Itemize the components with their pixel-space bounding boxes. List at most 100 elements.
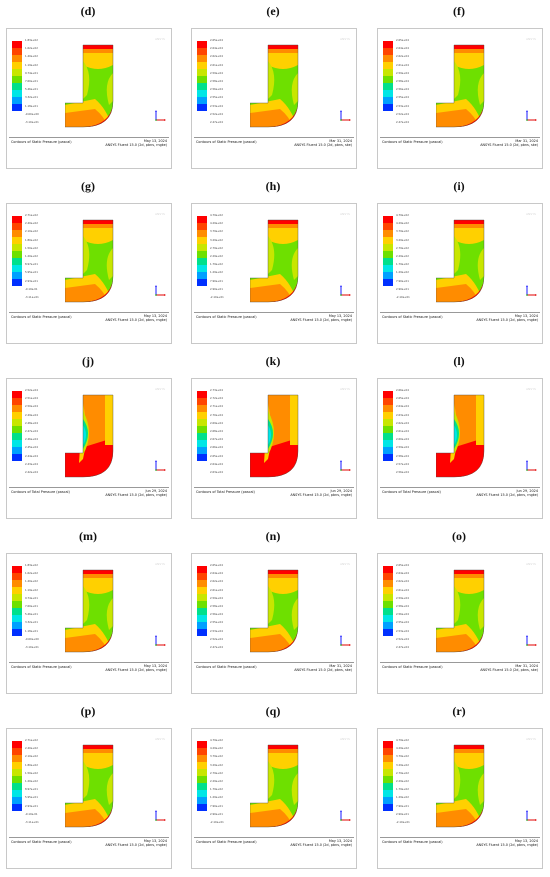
caption-bar: Contours of Static Pressure (pascal) May… bbox=[380, 312, 540, 325]
colorbar-tick-label: 2.59e+04 bbox=[396, 596, 409, 600]
caption-bar: Contours of Static Pressure (pascal) May… bbox=[380, 837, 540, 850]
colorbar-tick-label: 2.56e+04 bbox=[396, 613, 409, 617]
colorbar-swatch bbox=[383, 741, 393, 748]
colorbar-swatch bbox=[12, 265, 22, 272]
colorbar-tick-label: 2.55e+04 bbox=[396, 96, 409, 100]
caption-bar: Contours of Static Pressure (pascal) Mar… bbox=[380, 662, 540, 675]
colorbar-swatch bbox=[383, 608, 393, 615]
watermark-logo: ANSYS bbox=[155, 212, 165, 216]
colorbar-tick-label: 2.29e+02 bbox=[396, 255, 409, 258]
colorbar-swatch bbox=[12, 433, 22, 440]
watermark-logo: ANSYS bbox=[526, 37, 536, 41]
caption-title: Contours of Static Pressure (pascal) bbox=[196, 840, 257, 844]
colorbar-swatch bbox=[12, 76, 22, 83]
colorbar-tick-label: 2.52e+04 bbox=[210, 637, 223, 641]
colorbar-swatch bbox=[197, 622, 207, 629]
watermark-logo: ANSYS bbox=[526, 737, 536, 741]
colorbar-tick-label: 2.79e+02 bbox=[396, 246, 409, 250]
colorbar-tick-label: 2.56e+04 bbox=[396, 88, 409, 92]
colorbar-tick-label: 4.79e+02 bbox=[210, 739, 223, 742]
colorbar-tick-label: 2.56e+04 bbox=[210, 88, 223, 92]
colorbar-swatch bbox=[12, 41, 22, 48]
colorbar-tick-label: -2.10e+01 bbox=[210, 821, 224, 824]
caption-date: May 13, 2024 bbox=[143, 664, 167, 668]
colorbar-tick-label: 9.74e+01 bbox=[25, 71, 38, 75]
caption-title: Contours of Static Pressure (pascal) bbox=[196, 665, 257, 669]
colorbar-tick-label: 1.79e+02 bbox=[396, 263, 409, 267]
colorbar-tick-label: 2.59e+04 bbox=[396, 71, 409, 75]
colorbar-swatch bbox=[383, 76, 393, 83]
colorbar-tick-label: 2.64e+04 bbox=[210, 462, 223, 466]
colorbar-tick-label: -9.60e+00 bbox=[25, 112, 39, 116]
caption-software: ANSYS Fluent 15.0 (2d, pbns, ske) bbox=[294, 143, 352, 148]
colorbar-tick-label: 4.79e+02 bbox=[210, 214, 223, 217]
fluent-window: 2.65e+04 2.64e+04 2.62e+04 2.61e+04 2.59e+04… bbox=[191, 553, 357, 694]
colorbar-ticks: 4.79e+02 4.29e+02 3.79e+02 3.29e+02 2.79e+02… bbox=[210, 214, 240, 306]
colorbar-tick-label: 2.52e+04 bbox=[396, 637, 409, 641]
colorbar-swatch bbox=[12, 804, 22, 811]
contour-panel-h: (h) 4.79e+02 4.29e+02 3.79e+02 3.29e+02 2.79… bbox=[187, 179, 359, 344]
colorbar-ticks: 2.73e+04 2.72e+04 2.71e+04 2.70e+04 2.69e+04… bbox=[210, 389, 240, 481]
colorbar-tick-label: 2.10e+02 bbox=[25, 755, 38, 759]
colorbar-ticks: 4.79e+02 4.29e+02 3.79e+02 3.29e+02 2.79e+02… bbox=[210, 739, 240, 831]
caption-software: ANSYS Fluent 15.0 (2d, pbns, rngke) bbox=[476, 493, 538, 498]
axis-triad-icon bbox=[155, 110, 166, 121]
colorbar-swatch bbox=[383, 454, 393, 461]
fluent-window: 4.79e+02 4.29e+02 3.79e+02 3.29e+02 2.79e+02… bbox=[191, 203, 357, 344]
watermark-logo: ANSYS bbox=[526, 562, 536, 566]
colorbar bbox=[383, 391, 393, 475]
j-duct-contour bbox=[65, 44, 114, 128]
colorbar-swatch bbox=[12, 237, 22, 244]
colorbar-tick-label: 2.65e+04 bbox=[210, 454, 223, 458]
axis-triad-icon bbox=[340, 110, 351, 121]
colorbar-swatch bbox=[12, 83, 22, 90]
colorbar-swatch bbox=[197, 55, 207, 62]
colorbar-swatch bbox=[12, 104, 22, 111]
colorbar bbox=[383, 741, 393, 825]
colorbar-swatch bbox=[383, 615, 393, 622]
j-duct-contour bbox=[65, 569, 114, 653]
colorbar-tick-label: 2.59e+04 bbox=[210, 71, 223, 75]
colorbar-tick-label: -2.10e+01 bbox=[396, 821, 410, 824]
colorbar-swatch bbox=[197, 272, 207, 279]
fluent-window: 1.83e+02 1.62e+02 1.40e+02 1.19e+02 9.74e+01… bbox=[6, 553, 172, 694]
colorbar-tick-label: 2.55e+04 bbox=[396, 621, 409, 625]
caption-bar: Contours of Static Pressure (pascal) May… bbox=[9, 137, 169, 150]
colorbar-ticks: 1.83e+02 1.62e+02 1.40e+02 1.19e+02 9.74e+01… bbox=[25, 39, 55, 131]
axis-triad-icon bbox=[155, 460, 166, 471]
colorbar-tick-label: 2.53e+04 bbox=[210, 629, 223, 633]
caption-software: ANSYS Fluent 15.0 (2d, pbns, rngke) bbox=[105, 493, 167, 498]
colorbar-swatch bbox=[383, 244, 393, 251]
colorbar-tick-label: 2.90e+01 bbox=[210, 812, 223, 816]
colorbar-swatch bbox=[12, 608, 22, 615]
colorbar-tick-label: 2.67e+04 bbox=[210, 438, 223, 442]
colorbar-tick-label: 2.47e+04 bbox=[396, 121, 409, 124]
colorbar-tick-label: -9.19e-01 bbox=[25, 812, 38, 816]
colorbar-swatch bbox=[383, 622, 393, 629]
panel-label: (f) bbox=[453, 4, 465, 18]
colorbar-swatch bbox=[12, 412, 22, 419]
j-duct-contour bbox=[250, 44, 299, 128]
watermark-logo: ANSYS bbox=[155, 562, 165, 566]
colorbar-swatch bbox=[197, 48, 207, 55]
contour-panel-f: (f) 2.65e+04 2.64e+04 2.62e+04 2.61e+04 2.59… bbox=[373, 4, 545, 169]
colorbar-tick-label: 2.47e+04 bbox=[25, 430, 38, 433]
axis-triad-icon bbox=[155, 635, 166, 646]
colorbar-tick-label: 2.55e+04 bbox=[210, 621, 223, 625]
colorbar bbox=[12, 566, 22, 650]
colorbar-tick-label: 2.59e+04 bbox=[210, 596, 223, 600]
colorbar-tick-label: 2.65e+04 bbox=[396, 397, 409, 401]
watermark-logo: ANSYS bbox=[526, 387, 536, 391]
colorbar-swatch bbox=[383, 62, 393, 69]
contour-panel-r: (r) 4.79e+02 4.29e+02 3.79e+02 3.29e+02 2.79… bbox=[373, 704, 545, 869]
colorbar-swatch bbox=[197, 629, 207, 636]
colorbar-tick-label: 4.29e+02 bbox=[396, 747, 409, 751]
colorbar-tick-label: 1.83e+02 bbox=[25, 564, 38, 567]
colorbar-tick-label: 1.18e+01 bbox=[25, 104, 38, 108]
colorbar-tick-label: 9.74e+01 bbox=[25, 596, 38, 600]
colorbar-swatch bbox=[12, 566, 22, 573]
colorbar-swatch bbox=[383, 769, 393, 776]
contour-panel-k: (k) 2.73e+04 2.72e+04 2.71e+04 2.70e+04 2.69… bbox=[187, 354, 359, 519]
colorbar-swatch bbox=[197, 41, 207, 48]
colorbar-tick-label: 2.40e+02 bbox=[25, 747, 38, 751]
